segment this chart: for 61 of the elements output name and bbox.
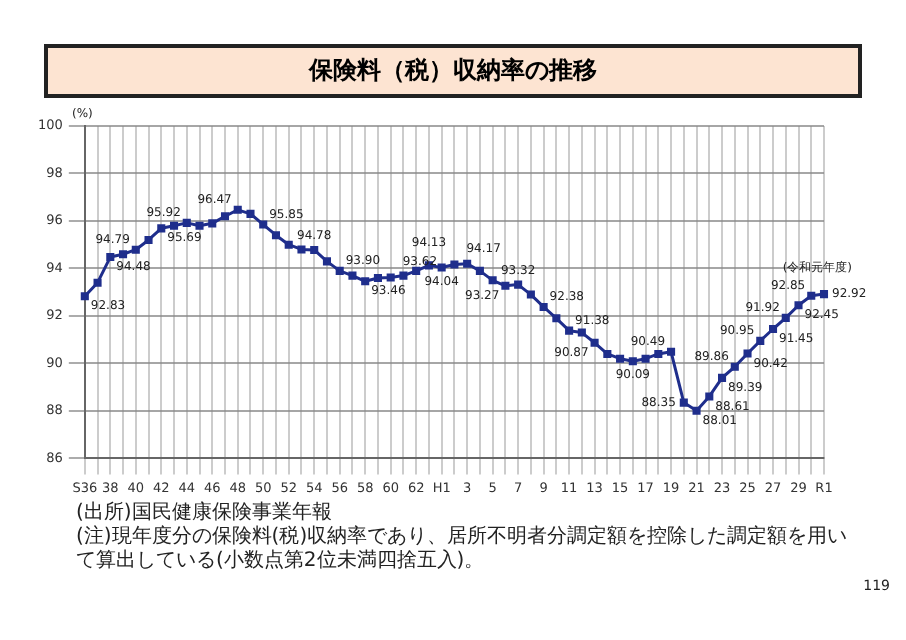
point: [169, 221, 179, 230]
point: [322, 257, 332, 266]
point: [361, 277, 370, 286]
point: [80, 292, 89, 301]
point: [743, 349, 752, 358]
point: [220, 212, 230, 221]
point: [616, 354, 625, 363]
point: [718, 373, 727, 382]
point: [195, 221, 204, 230]
point: [641, 354, 650, 363]
point: [208, 219, 217, 228]
chart-title: 保険料（税）収納率の推移: [44, 44, 862, 98]
text: (注)現年度分の保険料(税)収納率であり、居所不明者分調定額を控除した調定額を用いて算出している(小数点第2位未満四捨五入)。: [76, 526, 850, 574]
point: [144, 235, 153, 245]
point: [768, 324, 778, 334]
point: [565, 326, 574, 335]
point: [667, 347, 676, 356]
point: [182, 218, 191, 227]
point: [577, 328, 586, 337]
point: [475, 266, 484, 275]
point: [373, 273, 382, 282]
point: [488, 276, 497, 285]
point: [552, 314, 561, 323]
point: [271, 231, 281, 240]
point: [335, 266, 344, 275]
point: [679, 398, 688, 407]
point: [730, 362, 739, 371]
text: (出所)国民健康保険事業年報: [76, 502, 334, 525]
point: [539, 302, 548, 311]
point: [628, 357, 637, 366]
point: [157, 224, 166, 233]
point: [654, 349, 663, 358]
point: [284, 240, 293, 249]
point: [246, 209, 255, 218]
point: [106, 253, 115, 262]
point: [93, 278, 102, 287]
point: [590, 338, 599, 347]
point: [501, 281, 510, 290]
point: [705, 392, 714, 401]
point: [131, 245, 140, 254]
point: [794, 301, 803, 310]
point: [603, 349, 612, 358]
point: [233, 205, 242, 214]
point: [348, 271, 357, 280]
point: [819, 290, 829, 299]
point: [692, 406, 701, 415]
point: [450, 260, 459, 269]
point: [526, 290, 535, 299]
point: [386, 273, 395, 282]
point: [399, 271, 408, 280]
point: [412, 266, 421, 275]
point: [437, 263, 446, 272]
point: [310, 245, 319, 254]
point: [781, 313, 790, 322]
point: [463, 259, 472, 268]
point: [756, 336, 765, 345]
point: [514, 280, 523, 289]
point: [119, 250, 128, 259]
point: [297, 245, 306, 254]
point: [807, 291, 816, 300]
point: [259, 220, 268, 229]
